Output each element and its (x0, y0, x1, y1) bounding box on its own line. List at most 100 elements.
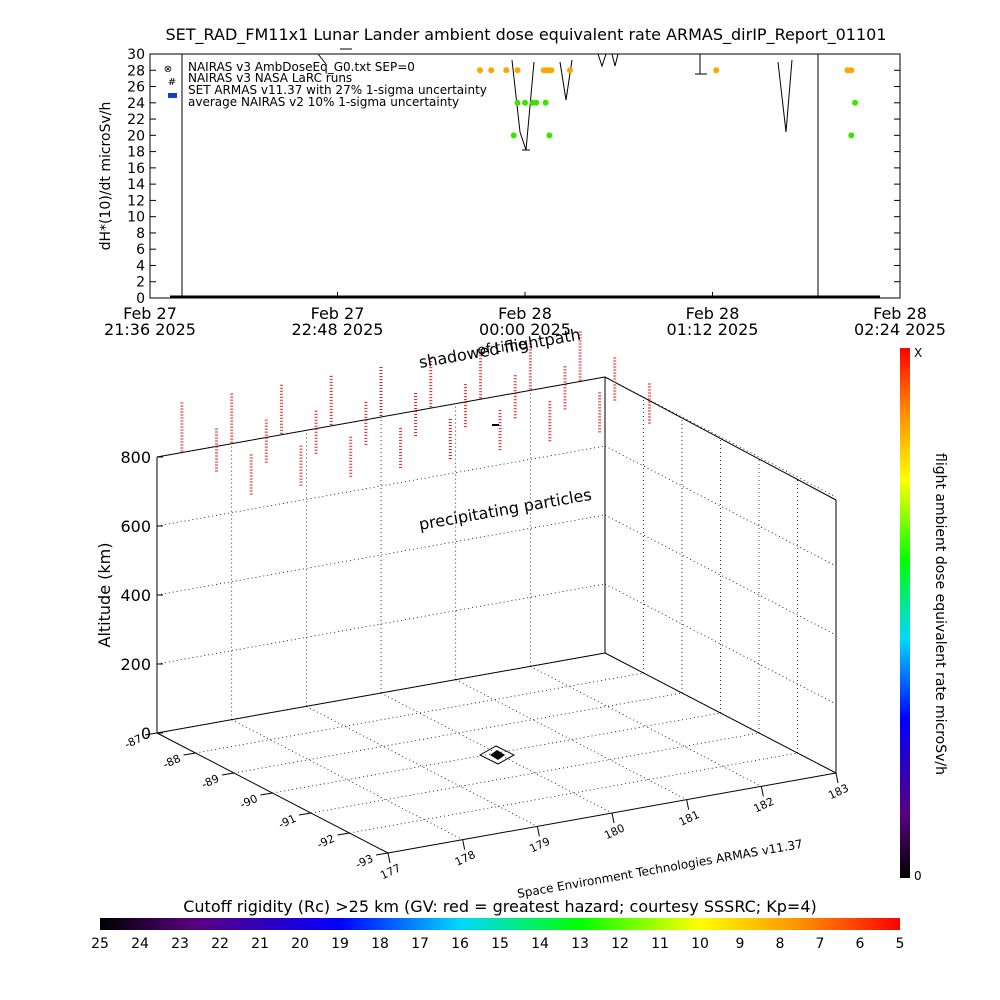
data-point (852, 99, 858, 106)
floor-gridline (530, 665, 762, 787)
rigidity-tick-label: 9 (736, 936, 745, 952)
latitude-tick-label: -90 (238, 792, 260, 811)
longitude-tick-label: 181 (677, 808, 702, 829)
longitude-tick-label: 182 (752, 795, 777, 816)
data-point (567, 67, 573, 74)
legend-label-0: NAIRAS v3 AmbDoseEq_G0.txt SEP=0 (188, 60, 415, 74)
rigidity-tick-label: 24 (131, 936, 149, 952)
longitude-tick-mark (760, 786, 764, 797)
rigidity-scale: Cutoff rigidity (Rc) >25 km (GV: red = g… (91, 897, 904, 952)
x-tick-label-time: 01:12 2025 (667, 320, 759, 339)
longitude-tick-mark (387, 852, 391, 864)
latitude-tick-mark (221, 772, 235, 776)
y-tick-label: 30 (127, 47, 145, 63)
lander-position-marker (478, 745, 516, 765)
floor-gridline (195, 672, 644, 754)
rigidity-tick-label: 17 (411, 936, 429, 952)
rigidity-tick-label: 12 (611, 936, 629, 952)
longitude-tick-mark (462, 839, 466, 850)
data-point (848, 67, 855, 74)
altitude-gridline (156, 514, 606, 596)
data-point (522, 99, 528, 106)
longitude-tick-label: 183 (826, 781, 851, 802)
y-tick-label: 0 (136, 291, 145, 307)
latitude-tick-mark (298, 812, 312, 816)
rigidity-scale-gradient (100, 918, 900, 930)
longitude-tick-label: 179 (528, 835, 553, 856)
x-tick-label-time: 22:48 2025 (292, 320, 384, 339)
y-tick-label: 10 (127, 210, 145, 226)
latitude-tick-label: -89 (199, 772, 221, 791)
y-tick-label: 4 (136, 258, 145, 274)
latitude-tick-label: -93 (353, 852, 375, 871)
credit-line: Space Environment Technologies ARMAS v11… (516, 837, 804, 901)
data-point (514, 99, 521, 106)
altitude-gridline (604, 445, 837, 567)
y-tick-label: 2 (136, 275, 145, 291)
rigidity-tick-label: 22 (211, 936, 229, 952)
dose-colorbar-bottom-label: 0 (914, 869, 922, 883)
rigidity-tick-label: 8 (776, 936, 785, 952)
annotation-precipitating-particles: precipitating particles (417, 485, 593, 534)
dose-colorbar: X 0 flight ambient dose equivalent rate … (900, 346, 948, 883)
legend-symbol-0: ⊗ (164, 64, 172, 75)
rigidity-tick-label: 16 (451, 936, 469, 952)
altitude-gridline (156, 445, 606, 527)
y-tick-label: 8 (136, 226, 145, 242)
rigidity-tick-label: 10 (691, 936, 709, 952)
altitude-tick-label: 600 (120, 517, 151, 536)
latitude-tick-mark (375, 852, 389, 856)
rigidity-scale-ticks: 25 24 23 22 21 20 19 18 17 16 15 14 13 12 11 10 9 8 7 6 5 (91, 936, 904, 952)
data-point (848, 132, 855, 139)
dose-rate-points (477, 67, 858, 139)
rigidity-tick-label: 13 (571, 936, 589, 952)
altitude-axis-label: Altitude (km) (95, 543, 114, 648)
x-tick-label-date: Feb 28 (498, 304, 552, 323)
rigidity-tick-label: 5 (896, 936, 905, 952)
latitude-tick-label: -88 (161, 752, 183, 771)
latitude-tick-mark (260, 792, 273, 796)
longitude-tick-mark (686, 799, 690, 810)
altitude-tick-label: 0 (141, 724, 151, 743)
data-point (503, 67, 510, 74)
latitude-axis: -87-88-89-90-91-92-93 (122, 732, 389, 871)
dose-colorbar-gradient (900, 348, 910, 878)
latitude-tick-label: -91 (276, 812, 298, 831)
3d-gridlines (156, 376, 837, 841)
longitude-tick-mark (835, 772, 839, 784)
data-point (477, 67, 483, 74)
x-tick-label-time: 00:00 2025 (479, 320, 571, 339)
x-tick-label-time: 02:24 2025 (854, 320, 946, 339)
data-point (548, 67, 555, 74)
longitude-tick-mark (536, 826, 540, 837)
x-tick-label-date: Feb 27 (311, 304, 365, 323)
rigidity-tick-label: 19 (331, 936, 349, 952)
rigidity-tick-label: 20 (291, 936, 309, 952)
y-tick-label: 14 (127, 177, 145, 193)
latitude-tick-mark (144, 732, 158, 736)
longitude-tick-label: 178 (453, 848, 478, 869)
floor-gridline (231, 719, 463, 841)
data-point (514, 67, 521, 74)
x-tick-label-date: Feb 27 (123, 304, 177, 323)
data-point (542, 99, 549, 106)
rigidity-tick-label: 21 (251, 936, 269, 952)
rigidity-scale-label: Cutoff rigidity (Rc) >25 km (GV: red = g… (183, 897, 817, 916)
dose-colorbar-top-label: X (914, 346, 922, 360)
rigidity-tick-label: 18 (371, 936, 389, 952)
y-tick-label: 6 (136, 242, 145, 258)
y-tick-label: 16 (127, 161, 145, 177)
longitude-tick-label: 177 (378, 861, 403, 882)
data-point (533, 99, 540, 106)
latitude-tick-label: -92 (315, 832, 337, 851)
data-point (546, 132, 553, 139)
altitude-axis: 0 200 400 600 800 (120, 448, 163, 743)
legend-symbol-2 (168, 93, 177, 98)
y-tick-label: 22 (127, 112, 145, 128)
latitude-tick-mark (183, 752, 196, 756)
rigidity-tick-label: 14 (531, 936, 549, 952)
altitude-gridline (604, 514, 837, 636)
